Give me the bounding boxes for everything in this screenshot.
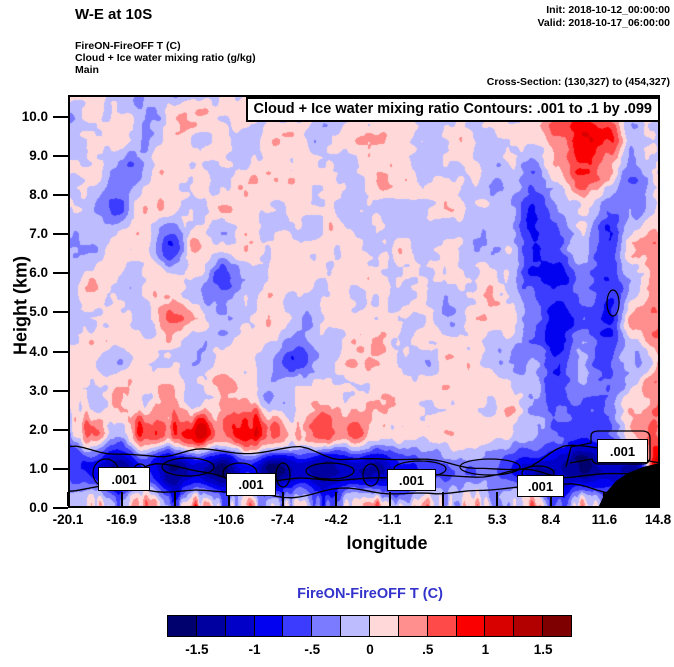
- colorbar-cell: [311, 615, 342, 637]
- x-tick-label: -7.4: [270, 512, 295, 527]
- contour-value-label: .001: [517, 475, 564, 497]
- x-tick-label: -1.1: [378, 512, 402, 527]
- colorbar-cell: [513, 615, 544, 637]
- y-tick-mark: [53, 311, 68, 314]
- x-tick-mark: [657, 492, 659, 506]
- contour-value-label: .001: [98, 467, 150, 491]
- y-tick-mark: [53, 155, 68, 157]
- y-tick-mark: [53, 467, 68, 470]
- x-tick-mark: [603, 492, 606, 506]
- colorbar-cell: [224, 615, 255, 637]
- x-tick-label: -16.9: [106, 512, 138, 527]
- x-tick-label: -10.6: [213, 512, 245, 527]
- x-tick-mark: [281, 492, 284, 506]
- colorbar-cell: [167, 615, 197, 637]
- colorbar-cell: [340, 615, 371, 637]
- colorbar-tick-label: 1.5: [533, 642, 553, 657]
- colorbar-tick-label: -.5: [304, 642, 321, 657]
- contour-value-label: .001: [597, 439, 648, 463]
- y-tick-label: 9.0: [29, 148, 48, 163]
- colorbar-cell: [542, 615, 573, 637]
- x-tick-label: 14.8: [644, 512, 672, 527]
- y-tick-label: 5.0: [29, 304, 48, 320]
- contour-title-box: Cloud + Ice water mixing ratio Contours:…: [245, 97, 660, 122]
- x-tick-mark: [388, 492, 391, 506]
- colorbar-cell: [455, 615, 486, 637]
- init-time: Init: 2018-10-12_00:00:00: [546, 4, 670, 16]
- y-axis-title: Height (km): [10, 256, 31, 355]
- x-tick-mark: [67, 492, 69, 506]
- y-tick-label: 4.0: [29, 343, 48, 359]
- colorbar-cell: [195, 615, 226, 637]
- y-tick-label: 1.0: [29, 460, 48, 476]
- x-tick-mark: [335, 492, 338, 506]
- y-tick-mark: [53, 507, 68, 509]
- field-descriptions: FireON-FireOFF T (C) Cloud + Ice water m…: [75, 40, 256, 76]
- colorbar-cell: [426, 615, 457, 637]
- x-tick-mark: [174, 492, 177, 506]
- colorbar-title: FireON-FireOFF T (C): [297, 586, 443, 602]
- x-axis-title: longitude: [346, 533, 428, 553]
- x-tick-mark: [227, 492, 230, 506]
- y-tick-mark: [53, 233, 68, 236]
- run-times: Init: 2018-10-12_00:00:00 Valid: 2018-10…: [537, 4, 670, 29]
- colorbar: [167, 615, 573, 637]
- contour-value-label: .001: [387, 469, 436, 491]
- colorbar-cell: [282, 615, 313, 637]
- plot-area: .001 .001 .001 .001 .001: [68, 95, 660, 508]
- y-tick-label: 8.0: [29, 187, 48, 203]
- x-tick-label: 11.6: [591, 512, 618, 527]
- x-tick-label: -4.2: [324, 512, 348, 527]
- contour-value-label: .001: [226, 473, 276, 496]
- y-tick-label: 7.0: [29, 226, 48, 242]
- y-tick-label: 10.0: [21, 108, 48, 124]
- colorbar-cell: [369, 615, 399, 637]
- valid-time: Valid: 2018-10-17_06:00:00: [537, 16, 670, 29]
- x-tick-mark: [549, 492, 552, 506]
- field-line-cloud: Cloud + Ice water mixing ratio (g/kg): [75, 52, 256, 64]
- x-tick-label: 8.4: [541, 512, 561, 527]
- y-tick-mark: [53, 389, 68, 392]
- colorbar-tick-label: -1: [248, 642, 261, 657]
- colorbar-cell: [253, 615, 284, 637]
- y-tick-label: 2.0: [29, 421, 48, 437]
- x-tick-label: -13.8: [159, 512, 191, 527]
- colorbar-cell: [397, 615, 428, 637]
- y-tick-mark: [53, 350, 68, 353]
- x-tick-mark: [120, 492, 123, 506]
- x-tick-label: -20.1: [52, 512, 84, 527]
- colorbar-tick-label: 0: [366, 642, 374, 657]
- x-tick-label: 5.3: [487, 512, 507, 527]
- contour-title-text: Cloud + Ice water mixing ratio Contours:…: [253, 101, 652, 117]
- field-line-temp: FireON-FireOFF T (C): [75, 40, 181, 52]
- y-tick-mark: [53, 428, 68, 431]
- cross-section-label: Cross-Section: (130,327) to (454,327): [486, 76, 670, 88]
- page-title: W-E at 10S: [75, 6, 153, 23]
- y-tick-mark: [53, 272, 68, 275]
- x-tick-label: 2.1: [434, 512, 453, 527]
- x-tick-mark: [442, 492, 445, 506]
- y-tick-mark: [53, 115, 68, 118]
- field-line-domain: Main: [75, 64, 99, 76]
- x-tick-mark: [496, 492, 499, 506]
- y-tick-mark: [53, 194, 68, 197]
- y-tick-label: 0.0: [29, 500, 48, 515]
- y-tick-label: 6.0: [29, 265, 48, 281]
- colorbar-tick-label: -1.5: [185, 642, 209, 657]
- y-tick-label: 3.0: [29, 382, 48, 398]
- shaded-field-canvas: [68, 95, 660, 508]
- colorbar-tick-label: .5: [422, 642, 434, 657]
- colorbar-tick-label: 1: [481, 642, 490, 657]
- colorbar-cell: [484, 615, 515, 637]
